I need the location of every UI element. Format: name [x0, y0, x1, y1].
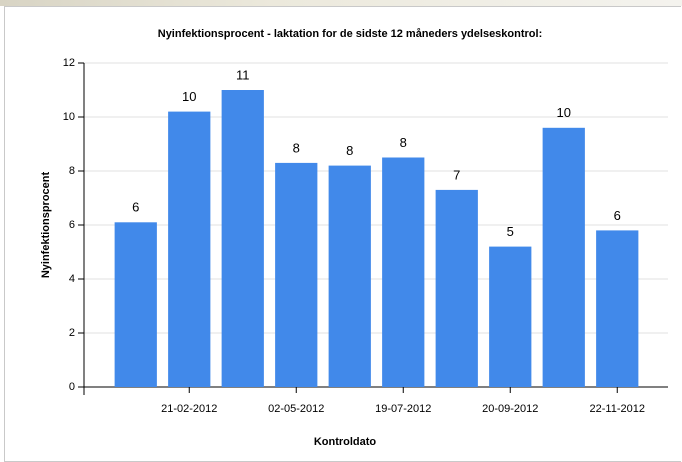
- x-tick-label: 22-11-2012: [590, 403, 645, 415]
- y-tick-label: 8: [69, 165, 75, 177]
- x-tick-label: 02-05-2012: [268, 403, 324, 415]
- y-tick-label: 2: [69, 327, 75, 339]
- bar: [114, 222, 157, 387]
- y-tick-label: 4: [69, 273, 75, 285]
- x-axis-title: Kontroldato: [314, 436, 377, 448]
- bar: [489, 246, 532, 387]
- value-label: 8: [293, 140, 300, 155]
- bar: [596, 230, 639, 387]
- value-label: 6: [614, 208, 621, 223]
- value-label: 10: [182, 89, 196, 104]
- window-chrome: [0, 0, 682, 6]
- value-label: 8: [400, 135, 407, 150]
- bar: [382, 157, 425, 387]
- value-label: 11: [236, 67, 250, 82]
- bar: [542, 127, 585, 388]
- value-label: 5: [507, 224, 514, 239]
- y-tick-label: 12: [63, 57, 75, 69]
- x-tick-label: 19-07-2012: [375, 403, 431, 415]
- y-axis-title: Nyinfektionsprocent: [40, 171, 52, 278]
- y-tick-label: 10: [63, 111, 75, 123]
- y-tick-label: 0: [69, 381, 75, 393]
- bar: [328, 165, 371, 387]
- bar: [275, 162, 318, 387]
- value-label: 8: [346, 143, 353, 158]
- y-tick-label: 6: [69, 219, 75, 231]
- value-label: 6: [132, 200, 139, 215]
- bar: [435, 189, 478, 387]
- bar: [221, 90, 264, 387]
- chart-title: Nyinfektionsprocent - laktation for de s…: [158, 28, 543, 40]
- value-label: 7: [453, 167, 460, 182]
- x-tick-label: 21-02-2012: [161, 403, 217, 415]
- x-tick-label: 20-09-2012: [482, 403, 538, 415]
- bar: [168, 111, 211, 387]
- value-label: 10: [557, 105, 571, 120]
